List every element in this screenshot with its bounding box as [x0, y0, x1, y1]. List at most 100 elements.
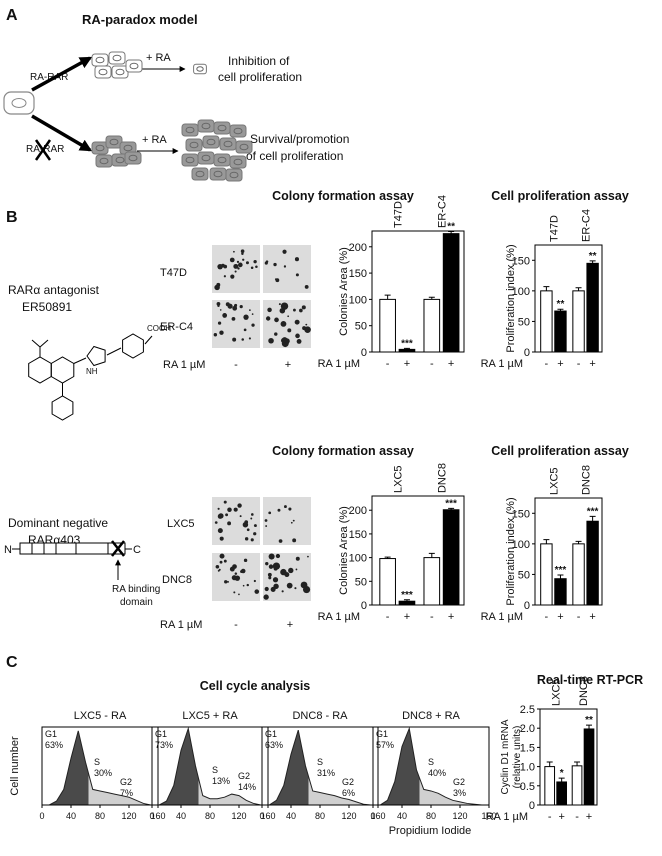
colony-dot [223, 275, 226, 278]
colony-dot [217, 528, 223, 534]
condition-label: + [287, 619, 293, 631]
error-bar [586, 724, 593, 729]
phase-name: G1 [45, 729, 57, 739]
colony-dot [255, 265, 258, 268]
bar [544, 766, 556, 806]
significance-label: *** [445, 498, 457, 509]
colony-dot [219, 536, 224, 541]
chart-title: Real-time RT-PCR [537, 673, 643, 687]
chart-title: DNC8 + RA [402, 710, 460, 722]
colony-dot [286, 582, 293, 589]
group-label: DNC8 [436, 463, 448, 493]
y-tick-label: 50 [355, 576, 367, 588]
colony-dot [295, 333, 300, 339]
x-tick-label: 80 [95, 811, 105, 821]
cell [202, 135, 220, 149]
y-tick-label: 150 [349, 268, 367, 280]
x-tick-label: 160 [150, 811, 165, 821]
histogram-fill [42, 730, 158, 805]
colony-dot [222, 313, 228, 318]
molecule-ring [86, 345, 106, 367]
colony-dot [275, 278, 280, 283]
error-bar [543, 539, 550, 544]
colony-dot [238, 593, 240, 596]
cell-nucleus [217, 156, 227, 164]
cell-nucleus [129, 62, 139, 70]
molecule-label: NH [86, 367, 98, 376]
error-bar [575, 287, 582, 291]
colony-dot [278, 303, 281, 306]
plot-frame [371, 230, 465, 353]
y-tick-label: 2.0 [520, 723, 535, 735]
significance-label: *** [587, 506, 599, 517]
bar [442, 233, 460, 353]
histogram-line [262, 729, 378, 806]
colony-dot [282, 249, 287, 254]
colony-dot [246, 528, 250, 532]
colony-dot [240, 249, 245, 254]
molecule-bond [31, 339, 41, 348]
cell-nucleus [239, 143, 249, 151]
colony-dot [241, 338, 244, 341]
cell [213, 153, 231, 167]
bar [554, 578, 567, 606]
colony-dot [227, 521, 232, 526]
error-bar [558, 777, 565, 782]
x-tick-label: 40 [286, 811, 296, 821]
significance-label: *** [401, 590, 413, 601]
x-axis-label: RA 1 µM [318, 358, 360, 370]
bar [423, 557, 441, 606]
cell-nucleus [95, 144, 105, 152]
x-tick-label: 40 [397, 811, 407, 821]
group-label: DNC8 [581, 465, 593, 495]
colony-dot [215, 564, 220, 569]
phase-percent: 7% [120, 788, 133, 798]
y-axis-label: Proliferation index (%) [505, 497, 517, 605]
y-tick-label: 0 [524, 600, 530, 612]
colony-dot [263, 594, 269, 600]
colony-dot [233, 507, 238, 512]
phase-percent: 63% [265, 740, 283, 750]
construct-label: C [133, 544, 141, 556]
cell-nucleus [217, 124, 227, 132]
x-axis-label: RA 1 µM [318, 611, 360, 623]
group-label: T47D [548, 215, 560, 242]
outcome-label: of cell proliferation [246, 149, 343, 163]
phase-percent: 30% [94, 768, 112, 778]
molecule-bond [144, 335, 153, 345]
y-tick-label: 100 [349, 553, 367, 565]
colony-dot [273, 262, 277, 267]
cell [213, 121, 231, 135]
molecule-bond [39, 339, 49, 348]
x-tick-label: 40 [176, 811, 186, 821]
colony-dot [240, 568, 246, 574]
colony-dot [287, 315, 290, 318]
cell [94, 65, 112, 79]
significance-label: ** [557, 299, 565, 310]
error-bar [589, 260, 596, 264]
outcome-label: Inhibition of [228, 54, 290, 68]
colony-dot [243, 328, 247, 332]
phase-percent: 13% [212, 776, 230, 786]
cell-line-label: LXC5 [167, 518, 195, 530]
y-tick-label: 0 [529, 800, 535, 812]
colony-dot [307, 555, 309, 558]
colony-dot [305, 323, 308, 326]
y-tick-label: 0 [361, 600, 367, 612]
colony-dot [251, 313, 254, 315]
colony-dot [248, 337, 251, 340]
colony-dot [227, 507, 232, 512]
colony-dot [250, 517, 253, 520]
cell-nucleus [128, 154, 138, 162]
phase-name: G1 [376, 729, 388, 739]
treatment-label: + RA [142, 134, 167, 146]
colony-image [212, 497, 260, 545]
bar [379, 298, 396, 353]
histogram-line [373, 726, 489, 806]
y-tick-label: 100 [349, 294, 367, 306]
cell [193, 63, 207, 75]
condition-label: - [234, 619, 238, 631]
condition-label: - [234, 359, 238, 371]
significance-label: ** [589, 251, 597, 262]
